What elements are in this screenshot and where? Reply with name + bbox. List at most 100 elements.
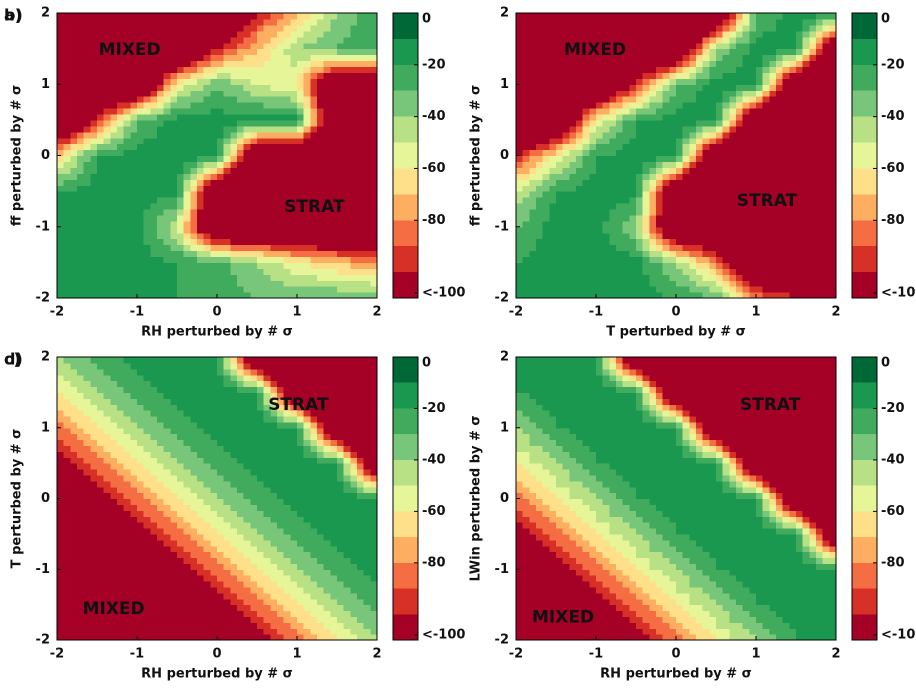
contour-cell [616, 119, 624, 127]
contour-cell [796, 131, 804, 139]
contour-cell [829, 125, 837, 133]
contour-cell [330, 113, 338, 121]
contour-cell [549, 167, 557, 174]
contour-cell [522, 244, 530, 252]
contour-cell [682, 292, 690, 299]
contour-cell [143, 208, 151, 216]
contour-cell [123, 125, 131, 133]
contour-cell [729, 137, 737, 145]
contour-cell [629, 143, 637, 151]
contour-cell [809, 30, 817, 38]
contour-cell [549, 66, 557, 73]
contour-cell [190, 149, 198, 157]
contour-cell [522, 232, 530, 240]
contour-cell [689, 125, 697, 133]
contour-cell [716, 232, 724, 240]
contour-cell [110, 13, 118, 20]
contour-cell [562, 179, 570, 186]
contour-cell [250, 24, 258, 32]
contour-cell [642, 42, 650, 50]
contour-cell [337, 24, 345, 32]
contour-cell [350, 30, 358, 38]
contour-cell [343, 604, 351, 612]
contour-cell [223, 634, 231, 641]
contour-cell [217, 143, 225, 151]
contour-cell [602, 13, 610, 20]
contour-cell [656, 24, 664, 32]
contour-cell [822, 18, 830, 26]
contour-cell [237, 66, 245, 73]
contour-cell [337, 604, 345, 612]
contour-cell [310, 622, 318, 629]
contour-cell [270, 274, 278, 281]
contour-cell [782, 167, 790, 174]
contour-cell [257, 232, 265, 240]
contour-cell [83, 66, 91, 73]
contour-cell [762, 220, 770, 228]
contour-cell [762, 30, 770, 38]
contour-cell [542, 36, 550, 44]
contour-cell [816, 54, 824, 62]
contour-cell [542, 256, 550, 263]
contour-cell [702, 274, 710, 281]
contour-cell [250, 173, 258, 180]
contour-cell [157, 256, 165, 263]
contour-cell [636, 131, 644, 139]
contour-cell [157, 197, 165, 204]
contour-cell [529, 208, 537, 216]
contour-cell [157, 610, 165, 618]
contour-cell [343, 149, 351, 157]
contour-cell [636, 149, 644, 157]
contour-cell [696, 179, 704, 186]
contour-cell [230, 143, 238, 151]
contour-cell [522, 24, 530, 32]
contour-cell [223, 616, 231, 623]
contour-cell [542, 119, 550, 127]
contour-cell [656, 208, 664, 216]
contour-cell [203, 238, 211, 246]
contour-cell [230, 72, 238, 79]
contour-cell [150, 36, 158, 44]
contour-cell [582, 286, 590, 293]
contour-cell [83, 90, 91, 97]
contour-cell [257, 24, 265, 32]
contour-cell [277, 232, 285, 240]
contour-cell [290, 280, 298, 287]
contour-cell [649, 149, 657, 157]
contour-cell [263, 108, 271, 115]
contour-cell [290, 48, 298, 56]
contour-cell [77, 137, 85, 145]
contour-cell [829, 96, 837, 103]
contour-cell [297, 280, 305, 287]
contour-cell [203, 226, 211, 234]
contour-cell [622, 155, 630, 163]
contour-cell [370, 143, 378, 151]
contour-cell [103, 208, 111, 216]
contour-cell [569, 18, 577, 26]
contour-cell [77, 102, 85, 109]
contour-cell [802, 137, 810, 145]
contour-cell [529, 72, 537, 79]
contour-cell [330, 214, 338, 222]
contour-cell [616, 244, 624, 252]
contour-cell [177, 286, 185, 293]
contour-cell [716, 155, 724, 163]
contour-cell [756, 256, 764, 263]
colorbar-frame [392, 12, 419, 299]
contour-cell [696, 203, 704, 210]
contour-cell [163, 262, 171, 269]
contour-cell [556, 161, 564, 168]
contour-cell [549, 274, 557, 281]
contour-cell [83, 616, 91, 623]
contour-cell [97, 622, 105, 629]
contour-cell [789, 292, 797, 299]
contour-cell [656, 108, 664, 115]
contour-cell [257, 262, 265, 269]
contour-cell [203, 36, 211, 44]
contour-cell [117, 125, 125, 133]
contour-cell [250, 13, 258, 20]
contour-cell [357, 102, 365, 109]
panel-label: a) [4, 6, 22, 25]
contour-cell [217, 119, 225, 127]
contour-cell [722, 197, 730, 204]
